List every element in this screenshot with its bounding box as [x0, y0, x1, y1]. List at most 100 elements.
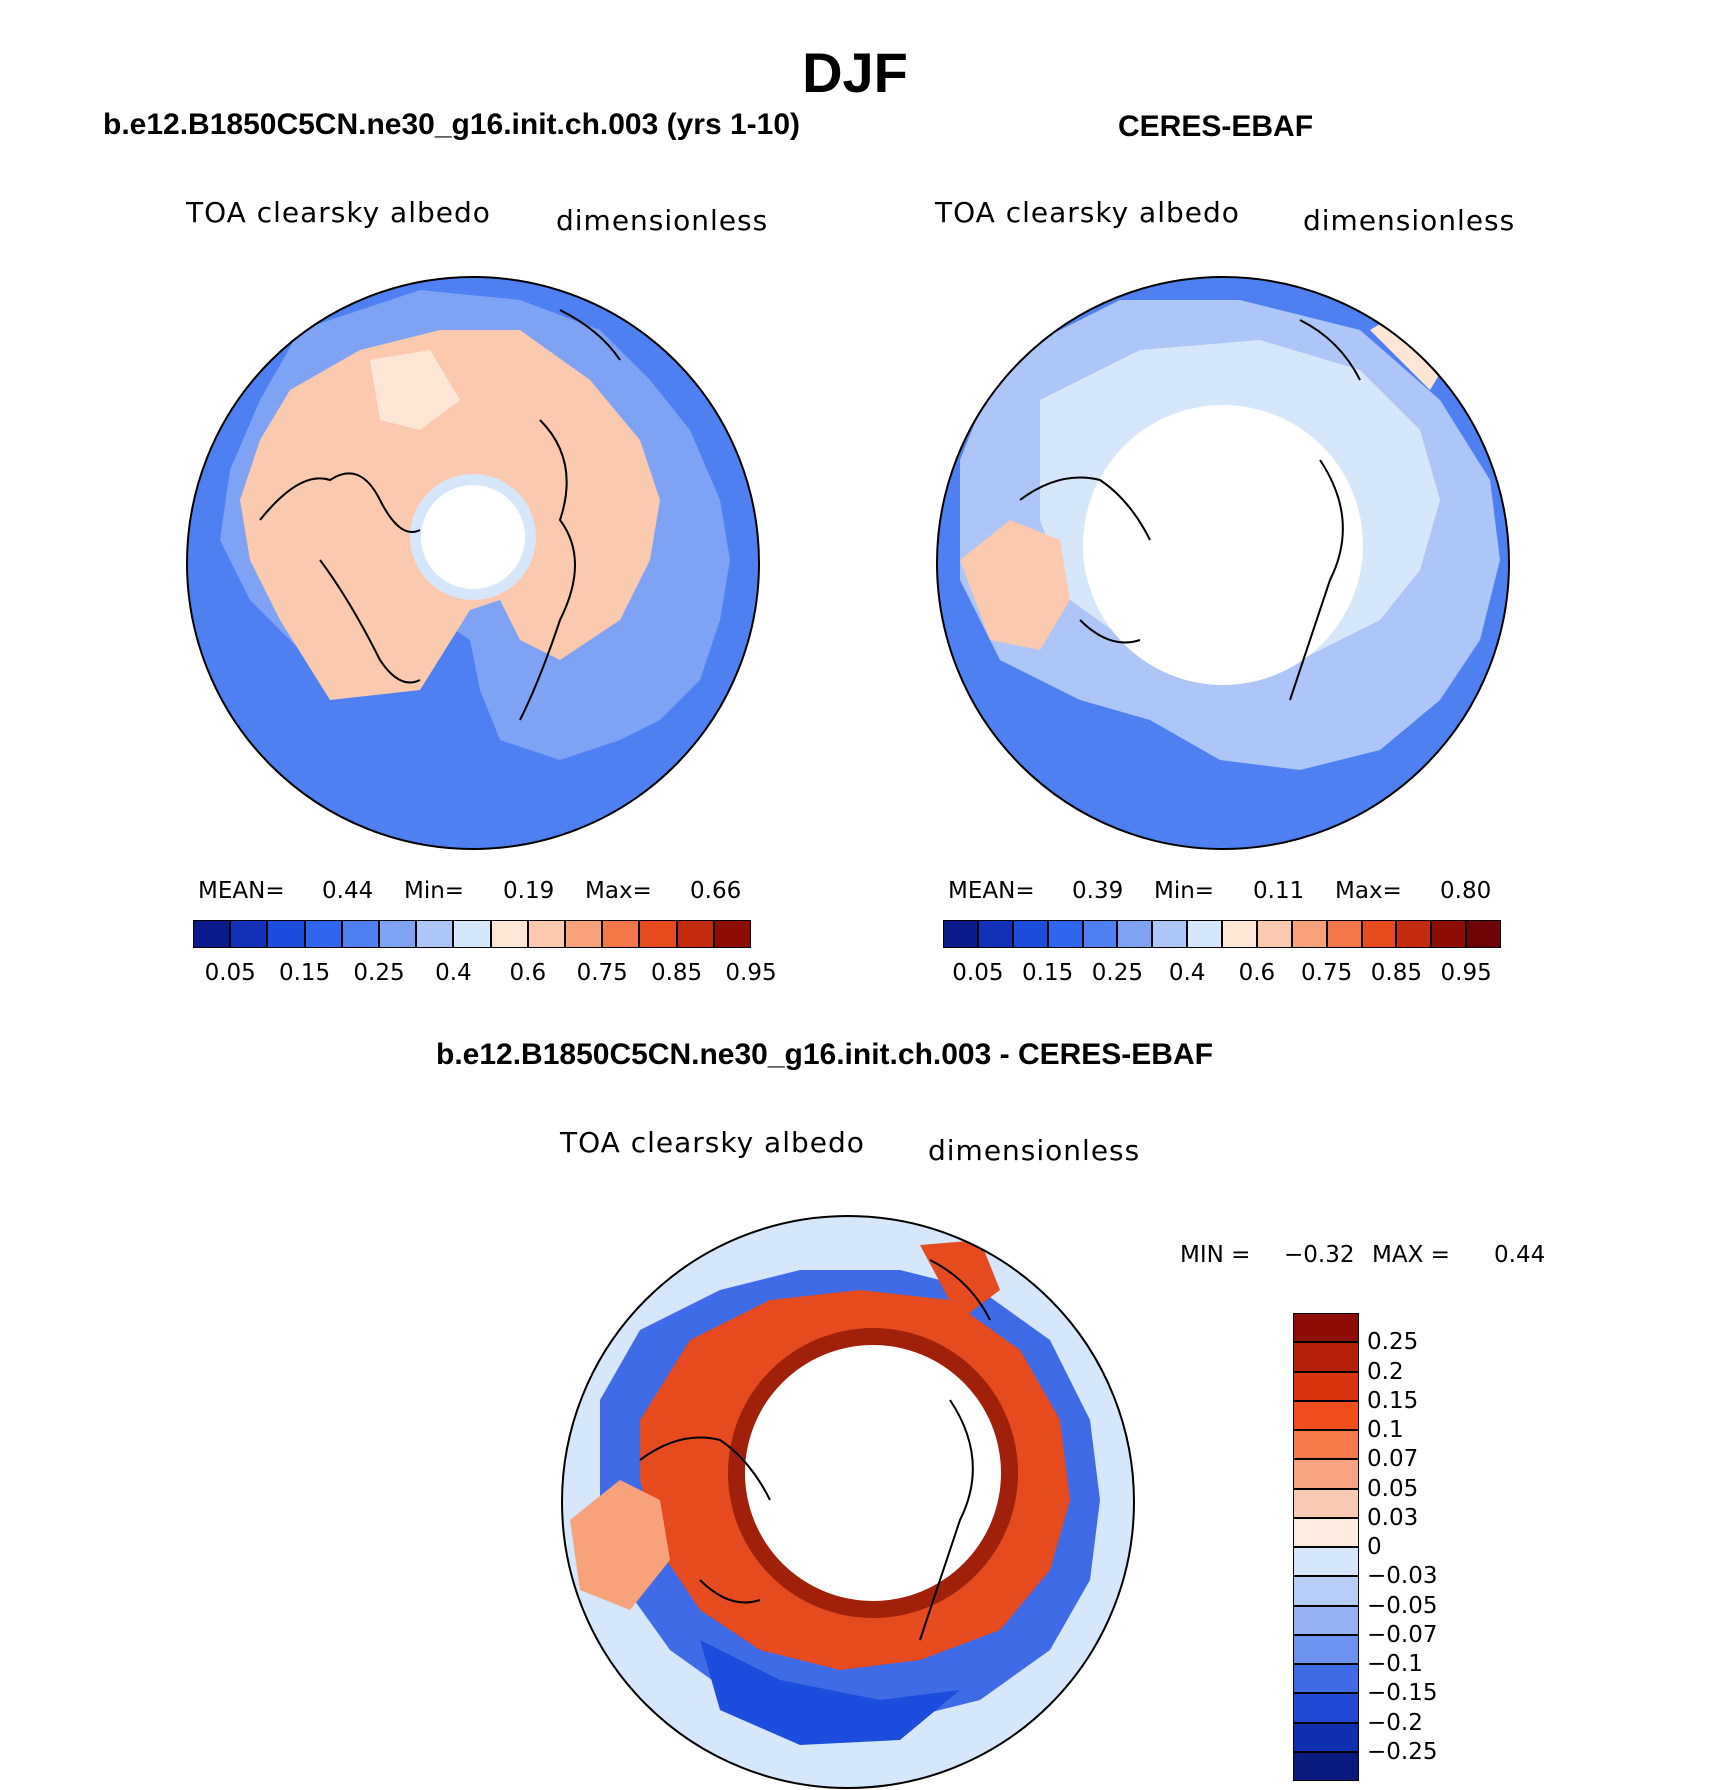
panel3-missing-data-cap: [745, 1345, 1001, 1601]
panel1-variable: TOA clearsky albedo: [186, 196, 491, 229]
colorbar-tick-label: 0.6: [1238, 960, 1276, 986]
colorbar-swatch: [1293, 1400, 1359, 1430]
panel3-coastline: [639, 1436, 771, 1604]
colorbar-swatch: [1326, 920, 1362, 948]
colorbar-tick-label: −0.07: [1367, 1621, 1438, 1648]
colorbar-swatch: [453, 920, 491, 948]
panel2-coastline: [1019, 476, 1151, 644]
colorbar-tick-label: 0.03: [1367, 1504, 1419, 1531]
colorbar-tick-label: 0.15: [278, 960, 331, 986]
panel2-max-value: 0.80: [1440, 878, 1492, 904]
panel1-missing-data-cap: [421, 485, 525, 589]
panel3-min-value: −0.32: [1284, 1242, 1355, 1268]
colorbar-swatch: [1117, 920, 1153, 948]
panel1-coastline: [259, 472, 421, 684]
panel1-max-value: 0.66: [690, 878, 742, 904]
colorbar-swatch: [1396, 920, 1432, 948]
panel3-positive-patch: [570, 1480, 670, 1610]
colorbar-tick-label: 0.75: [1301, 960, 1353, 986]
panel3-colorbar: [1293, 1313, 1359, 1781]
panel1-caption: b.e12.B1850C5CN.ne30_g16.init.ch.003 (yr…: [103, 108, 801, 141]
colorbar-tick-label: 0.25: [1367, 1329, 1419, 1356]
colorbar-tick-label: 0.95: [1440, 960, 1492, 986]
colorbar-swatch: [1293, 1342, 1359, 1372]
panel2-map-border: [936, 276, 1510, 850]
colorbar-swatch: [1082, 920, 1118, 948]
colorbar-swatch: [1293, 1517, 1359, 1547]
colorbar-swatch: [1293, 1634, 1359, 1664]
panel2-units: dimensionless: [1303, 204, 1516, 237]
panel1-min-label: Min=: [404, 878, 465, 904]
colorbar-swatch: [602, 920, 640, 948]
panel3-min-label: MIN =: [1180, 1242, 1251, 1268]
panel2-colorbar-ticks: 0.05 0.15 0.25 0.4 0.6 0.75 0.85 0.95: [943, 960, 1501, 990]
panel3-caption: b.e12.B1850C5CN.ne30_g16.init.ch.003 - C…: [436, 1038, 1213, 1071]
panel2-variable: TOA clearsky albedo: [935, 196, 1240, 229]
colorbar-swatch: [379, 920, 417, 948]
colorbar-swatch: [416, 920, 454, 948]
panel1-units: dimensionless: [556, 204, 769, 237]
colorbar-tick-label: 0.15: [1367, 1387, 1419, 1414]
colorbar-swatch: [1293, 1664, 1359, 1694]
colorbar-tick-label: 0.85: [650, 960, 703, 986]
colorbar-tick-label: 0.4: [435, 960, 472, 986]
panel1-coastline: [519, 309, 621, 721]
colorbar-swatch: [1012, 920, 1048, 948]
colorbar-swatch: [1293, 1430, 1359, 1460]
colorbar-tick-label: 0.07: [1367, 1446, 1419, 1473]
colorbar-tick-label: 0.4: [1168, 960, 1206, 986]
panel2-coastline: [1289, 319, 1361, 701]
panel1-colorbar-ticks: 0.05 0.15 0.25 0.4 0.6 0.75 0.85 0.95: [193, 960, 777, 990]
colorbar-swatch: [341, 920, 379, 948]
colorbar-swatch: [1293, 1693, 1359, 1723]
panel3-colorbar-ticks: 0.25 0.2 0.15 0.1 0.07 0.05 0.03 0 −0.03 −0.05 −0.…: [1367, 1313, 1487, 1781]
colorbar-tick-label: 0.6: [509, 960, 547, 986]
colorbar-tick-label: 0.05: [1367, 1475, 1419, 1502]
colorbar-tick-label: −0.03: [1367, 1563, 1438, 1590]
colorbar-swatch: [1187, 920, 1222, 948]
colorbar-swatch: [1293, 1547, 1359, 1577]
colorbar-swatch: [1293, 1313, 1359, 1343]
panel2-min-label: Min=: [1154, 878, 1215, 904]
colorbar-swatch: [1466, 920, 1501, 948]
colorbar-swatch: [1152, 920, 1188, 948]
colorbar-swatch: [304, 920, 342, 948]
colorbar-tick-label: 0.25: [1091, 960, 1143, 986]
panel3-max-value: 0.44: [1494, 1242, 1546, 1268]
colorbar-tick-label: 0.15: [1022, 960, 1074, 986]
panel3-map-border: [561, 1215, 1135, 1789]
panel1-land-patch: [370, 350, 460, 430]
colorbar-tick-label: 0.85: [1370, 960, 1422, 986]
colorbar-swatch: [1293, 1605, 1359, 1635]
colorbar-swatch: [1293, 1722, 1359, 1752]
panel2-mean-value: 0.39: [1072, 878, 1124, 904]
colorbar-tick-label: 0.95: [725, 960, 777, 986]
panel3-variable: TOA clearsky albedo: [560, 1126, 865, 1159]
colorbar-swatch: [943, 920, 978, 948]
colorbar-tick-label: −0.05: [1367, 1592, 1438, 1619]
panel2-max-label: Max=: [1335, 878, 1402, 904]
panel2-caption: CERES-EBAF: [1118, 110, 1314, 143]
panel3-negative-patch: [700, 1640, 960, 1745]
panel3-coastline: [919, 1259, 991, 1641]
colorbar-swatch: [713, 920, 751, 948]
colorbar-swatch: [1293, 1576, 1359, 1606]
panel3-max-label: MAX =: [1372, 1242, 1450, 1268]
colorbar-tick-label: −0.15: [1367, 1680, 1438, 1707]
colorbar-swatch: [527, 920, 565, 948]
colorbar-tick-label: −0.1: [1367, 1651, 1423, 1677]
colorbar-tick-label: 0.25: [353, 960, 405, 986]
panel1-mean-value: 0.44: [322, 878, 374, 904]
colorbar-tick-label: 0: [1367, 1534, 1382, 1560]
colorbar-swatch: [1293, 1371, 1359, 1401]
colorbar-swatch: [1256, 920, 1292, 948]
colorbar-tick-label: −0.25: [1367, 1738, 1438, 1765]
panel3-units: dimensionless: [928, 1134, 1141, 1167]
colorbar-tick-label: 0.2: [1367, 1358, 1404, 1385]
colorbar-swatch: [1293, 1459, 1359, 1489]
colorbar-swatch: [1431, 920, 1467, 948]
panel1-map-border: [186, 276, 760, 850]
